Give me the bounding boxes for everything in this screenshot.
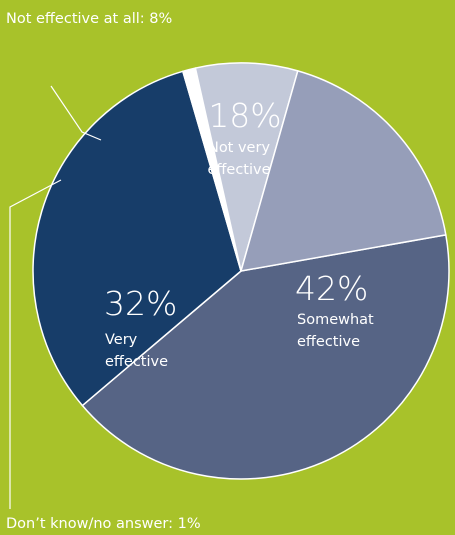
slice-pct-very: 32% xyxy=(104,284,177,323)
slice-pct-somewhat: 42% xyxy=(295,269,368,308)
pie-slice-somewhat xyxy=(81,234,450,480)
slice-label-somewhat-line-1: Somewhat xyxy=(297,312,374,328)
slice-pct-not-very: 18% xyxy=(208,96,281,135)
slice-label-not-very-line-2: effective xyxy=(207,162,270,178)
leader-lines xyxy=(9,85,102,509)
pie-slice-not-at-all xyxy=(194,62,299,272)
slice-label-very-line-2: effective xyxy=(105,354,168,370)
leader-line-dont-know xyxy=(9,179,62,509)
slice-label-somewhat-line-2: effective xyxy=(297,334,360,350)
pie-slice-very xyxy=(32,70,242,407)
label-dont-know: Don’t know/no answer: 1% xyxy=(6,516,201,532)
slice-label-very-line-1: Very xyxy=(105,332,138,348)
leader-line-not-effective-at-all xyxy=(50,85,102,141)
pie-slices xyxy=(32,62,450,480)
slice-label-not-very-line-1: Not very xyxy=(208,140,270,156)
label-not-effective-at-all: Not effective at all: 8% xyxy=(6,11,172,27)
pie-slice-not-very xyxy=(240,70,447,272)
